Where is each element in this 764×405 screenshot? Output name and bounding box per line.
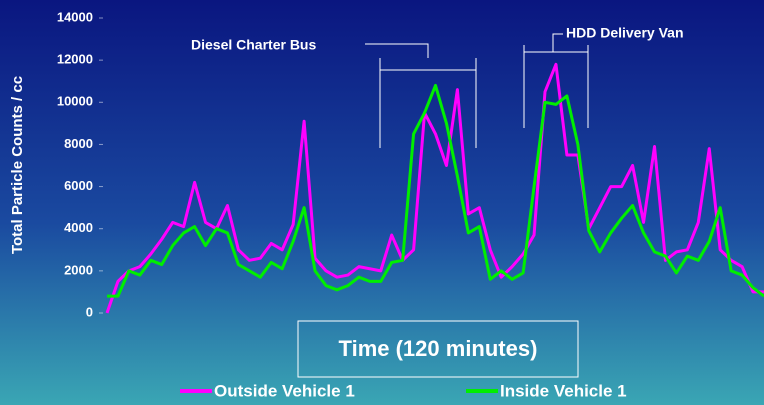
bus-leader	[365, 43, 429, 58]
y-axis-label: Total Particle Counts / cc	[9, 76, 26, 254]
y-tick-label: 8000	[64, 136, 93, 151]
legend-label: Outside Vehicle 1	[214, 381, 355, 400]
y-tick-label: 4000	[64, 220, 93, 235]
annotation: Diesel Charter Bus	[191, 37, 316, 53]
y-tick-label: 10000	[57, 94, 93, 109]
y-tick-label: 2000	[64, 262, 93, 277]
series-line	[107, 83, 764, 298]
y-tick-label: 12000	[57, 52, 93, 67]
y-tick-label: 6000	[64, 178, 93, 193]
annotation: HDD Delivery Van	[566, 25, 684, 41]
van-bracket	[523, 33, 589, 128]
legend-label: Inside Vehicle 1	[500, 381, 627, 400]
van-leader	[552, 33, 563, 52]
x-axis-label: Time (120 minutes)	[339, 336, 538, 361]
x-label-box	[297, 320, 579, 378]
bus-bracket	[365, 43, 477, 148]
y-tick-label: 0	[86, 304, 93, 319]
y-tick-label: 14000	[57, 9, 93, 24]
